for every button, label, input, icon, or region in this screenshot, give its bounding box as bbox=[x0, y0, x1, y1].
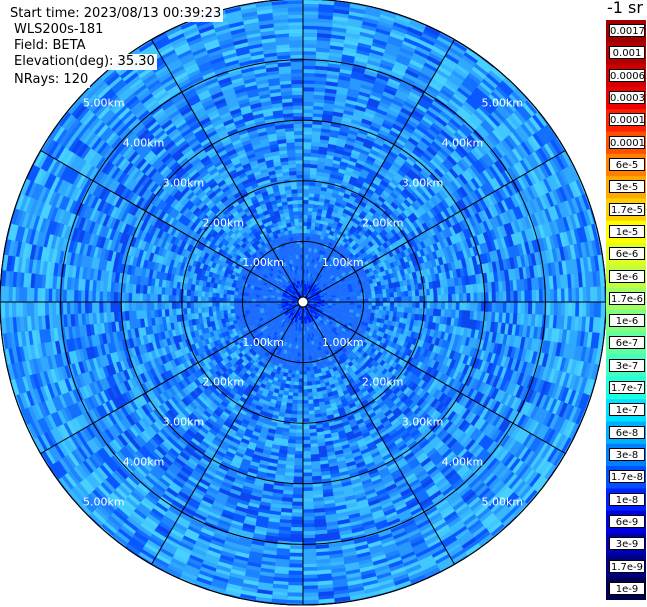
range-ring-label: 5.00km bbox=[83, 495, 125, 508]
colorbar-tick-label: 3e-5 bbox=[609, 180, 645, 194]
colorbar-tick-label: 6e-6 bbox=[609, 247, 645, 261]
colorbar-tick-label: 1.7e-9 bbox=[609, 559, 645, 573]
range-ring-label: 4.00km bbox=[442, 455, 484, 468]
azimuth-spoke bbox=[302, 301, 455, 565]
colorbar bbox=[606, 20, 646, 600]
ppi-scan-plot: 1.00km 1.00km 1.00km 1.00km 2.00km 2.00km 2.00… bbox=[0, 0, 606, 606]
range-ring-label: 4.00km bbox=[123, 137, 165, 150]
colorbar-tick-label: 6e-7 bbox=[609, 336, 645, 350]
colorbar-tick-label: 1.7e-5 bbox=[609, 202, 645, 216]
colorbar-tick-label: 0.0006 bbox=[609, 68, 645, 82]
colorbar-tick-label: 1e-9 bbox=[609, 581, 645, 595]
start-time-label: Start time: 2023/08/13 00:39:23 bbox=[8, 6, 224, 22]
azimuth-spoke bbox=[151, 301, 304, 565]
instrument-label: WLS200s-181 bbox=[12, 22, 106, 38]
colorbar-unit: -1 sr bbox=[607, 0, 643, 17]
range-ring-label: 3.00km bbox=[402, 176, 444, 189]
range-ring-label: 2.00km bbox=[203, 376, 245, 389]
azimuth-spoke bbox=[302, 39, 455, 303]
elevation-label: Elevation(deg): 35.30 bbox=[12, 54, 157, 70]
range-ring-label: 2.00km bbox=[203, 216, 245, 229]
range-ring-label: 2.00km bbox=[362, 216, 404, 229]
colorbar-tick-label: 1e-8 bbox=[609, 492, 645, 506]
range-ring-label: 1.00km bbox=[322, 336, 364, 349]
azimuth-spoke bbox=[40, 150, 304, 303]
range-ring-label: 2.00km bbox=[362, 376, 404, 389]
colorbar-tick-label: 0.0001 bbox=[609, 135, 645, 149]
range-ring-label: 5.00km bbox=[481, 97, 523, 110]
colorbar-tick-label: 0.00017 bbox=[609, 113, 645, 127]
range-ring-label: 5.00km bbox=[481, 495, 523, 508]
colorbar-tick-label: 6e-8 bbox=[609, 425, 645, 439]
range-ring-label: 3.00km bbox=[163, 176, 205, 189]
range-ring-label: 1.00km bbox=[322, 256, 364, 269]
range-ring-label: 1.00km bbox=[242, 256, 284, 269]
colorbar-tick-label: 3e-8 bbox=[609, 448, 645, 461]
range-ring-label: 4.00km bbox=[442, 137, 484, 150]
azimuth-spoke bbox=[302, 301, 566, 454]
colorbar-tick-label: 6e-5 bbox=[609, 158, 645, 171]
nrays-label: NRays: 120 bbox=[12, 72, 91, 88]
colorbar-tick-label: 1e-5 bbox=[609, 224, 645, 238]
colorbar-tick-label: 1.7e-7 bbox=[609, 381, 645, 395]
field-label: Field: BETA bbox=[12, 38, 88, 54]
colorbar-tick-label: 0.0003 bbox=[609, 91, 645, 105]
colorbar-tick-label: 3e-9 bbox=[609, 537, 645, 551]
colorbar-tick-label: 6e-9 bbox=[609, 514, 645, 528]
colorbar-tick-label: 0.0017 bbox=[609, 24, 645, 38]
range-ring-label: 4.00km bbox=[123, 455, 165, 468]
azimuth-spoke bbox=[40, 301, 304, 454]
azimuth-spoke bbox=[151, 39, 304, 303]
colorbar-tick-label: 0.001 bbox=[609, 46, 645, 60]
azimuth-spoke bbox=[302, 150, 566, 303]
range-ring-label: 1.00km bbox=[242, 336, 284, 349]
colorbar-tick-label: 1.7e-8 bbox=[609, 470, 645, 484]
colorbar-tick-label: 1e-7 bbox=[609, 403, 645, 417]
colorbar-tick-label: 3e-6 bbox=[609, 269, 645, 283]
range-ring-label: 3.00km bbox=[402, 416, 444, 429]
range-ring-label: 5.00km bbox=[83, 97, 125, 110]
colorbar-tick-label: 1e-6 bbox=[609, 314, 645, 328]
colorbar-tick-label: 3e-7 bbox=[609, 358, 645, 372]
colorbar-tick-label: 1.7e-6 bbox=[609, 291, 645, 305]
range-ring-label: 3.00km bbox=[163, 416, 205, 429]
